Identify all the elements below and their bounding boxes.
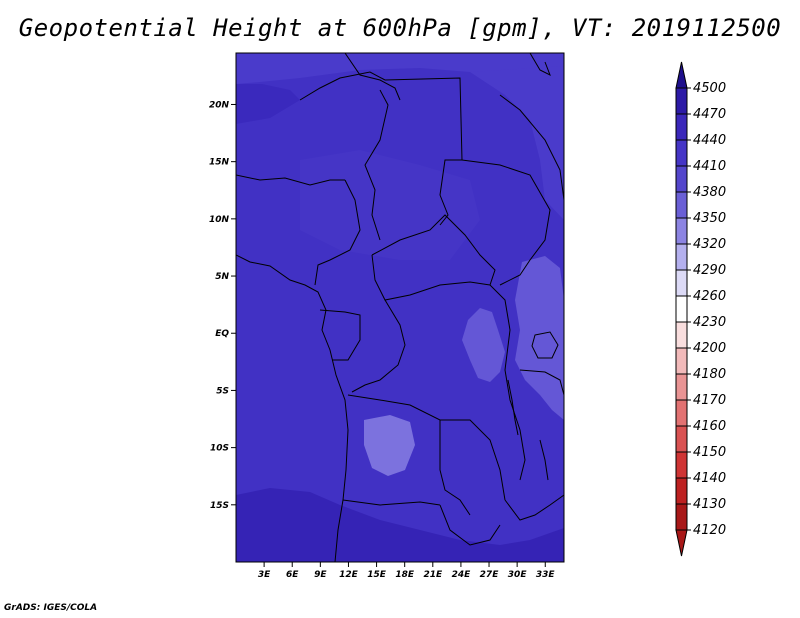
political-boundaries <box>236 53 564 562</box>
border-namibia <box>342 499 441 506</box>
colorbar-top-arrow <box>675 61 688 89</box>
lon-tick-label: 9E <box>314 570 327 580</box>
border-botswana <box>439 504 501 546</box>
border-niger-nigeria <box>236 174 345 186</box>
colorbar-bottom-arrow <box>675 529 688 557</box>
colorbar-label: 4130 <box>693 497 726 512</box>
colorbar-label: 4170 <box>693 393 726 408</box>
colorbar-segment <box>675 451 688 479</box>
colorbar-segment <box>675 373 688 401</box>
longitude-axis: 3E 6E 9E 12E 15E 18E 21E 24E 27E 30E 33E <box>258 562 556 580</box>
border-south-sudan <box>461 159 551 286</box>
chart-title: Geopotential Height at 600hPa [gpm], VT:… <box>18 14 782 42</box>
colorbar-label: 4230 <box>693 315 726 330</box>
height-field-base <box>236 53 564 562</box>
colorbar-label: 4500 <box>693 81 726 96</box>
border-sudan-west <box>384 77 463 226</box>
colorbar-label: 4470 <box>693 107 726 122</box>
border-congo-drc <box>351 299 406 393</box>
colorbar-label: 4180 <box>693 367 726 382</box>
colorbar: 4500 4470 4440 4410 4380 4350 4320 4290 4260 4230… <box>675 61 726 557</box>
lon-tick-label: 30E <box>508 570 528 580</box>
contour-region-4470-south <box>236 488 564 562</box>
colorbar-label: 4150 <box>693 445 726 460</box>
colorbar-segment <box>675 243 688 271</box>
contour-region-4410-nw <box>236 84 300 124</box>
lake-victoria <box>531 331 559 359</box>
border-angola-zambia <box>439 420 471 516</box>
lat-tick-label: 15S <box>210 501 229 511</box>
colorbar-label: 4160 <box>693 419 726 434</box>
colorbar-segment <box>675 269 688 297</box>
colorbar-segment <box>675 425 688 453</box>
lon-tick-label: 18E <box>395 570 415 580</box>
contour-region-4350-angola <box>364 415 415 476</box>
colorbar-segment <box>675 113 688 141</box>
lake-tanganyika <box>507 379 519 436</box>
border-gabon <box>319 309 361 361</box>
lat-tick-label: 10N <box>209 215 230 225</box>
contour-region-4380-congo <box>462 308 505 382</box>
lat-tick-label: 20N <box>209 100 230 110</box>
colorbar-label: 4320 <box>693 237 726 252</box>
lon-tick-label: 33E <box>536 570 556 580</box>
border-drc-east <box>489 284 526 481</box>
colorbar-segment <box>675 165 688 193</box>
lon-tick-label: 3E <box>258 570 271 580</box>
lon-tick-label: 27E <box>480 570 500 580</box>
colorbar-segment <box>675 139 688 167</box>
border-car <box>371 214 496 286</box>
colorbar-label: 4290 <box>693 263 726 278</box>
border-libya-egypt <box>344 53 401 101</box>
contour-region-4440-northeast <box>470 66 564 220</box>
colorbar-segment <box>675 477 688 505</box>
map-area <box>236 53 564 562</box>
colorbar-label: 4440 <box>693 133 726 148</box>
border-chad-east <box>364 89 389 241</box>
lat-tick-label: 10S <box>210 444 229 454</box>
colorbar-segment <box>675 347 688 375</box>
lon-tick-label: 15E <box>367 570 387 580</box>
colorbar-segment <box>675 217 688 245</box>
grads-credit: GrADS: IGES/COLA <box>4 603 98 613</box>
red-sea-coast <box>529 53 551 77</box>
lon-tick-label: 24E <box>452 570 472 580</box>
lake-malawi <box>539 439 549 481</box>
border-drc-south <box>347 394 506 501</box>
colorbar-segment <box>675 87 688 115</box>
colorbar-segment <box>675 503 688 531</box>
colorbar-label: 4140 <box>693 471 726 486</box>
map-frame <box>235 52 565 563</box>
colorbar-segment <box>675 321 688 349</box>
colorbar-segment <box>675 399 688 427</box>
colorbar-label: 4200 <box>693 341 726 356</box>
colorbar-label: 4260 <box>693 289 726 304</box>
colorbar-segment <box>675 191 688 219</box>
contour-region-4440-north <box>236 53 564 84</box>
lon-tick-label: 6E <box>286 570 299 580</box>
colorbar-label: 4120 <box>693 523 726 538</box>
lat-tick-label: 15N <box>209 158 230 168</box>
colorbar-label: 4350 <box>693 211 726 226</box>
colorbar-label: 4380 <box>693 185 726 200</box>
border-car-south <box>371 254 491 301</box>
border-nigeria-cameroon <box>314 179 361 286</box>
border-mozambique <box>504 494 564 521</box>
border-tanzania <box>519 369 564 396</box>
lon-tick-label: 21E <box>423 570 443 580</box>
border-ethiopia <box>499 94 564 201</box>
contour-region-4380-east <box>515 256 564 420</box>
colorbar-label: 4410 <box>693 159 726 174</box>
coastline-west-africa <box>236 254 349 562</box>
lon-tick-label: 12E <box>339 570 359 580</box>
border-chad-north <box>299 71 386 101</box>
lat-tick-label: 5S <box>216 386 229 396</box>
lat-tick-label: 5N <box>215 272 229 282</box>
contour-region-4410-mid <box>300 150 480 260</box>
colorbar-segment <box>675 295 688 323</box>
lat-tick-label: EQ <box>215 329 229 339</box>
latitude-axis: 20N 15N 10N 5N EQ 5S 10S 15S <box>209 100 236 511</box>
